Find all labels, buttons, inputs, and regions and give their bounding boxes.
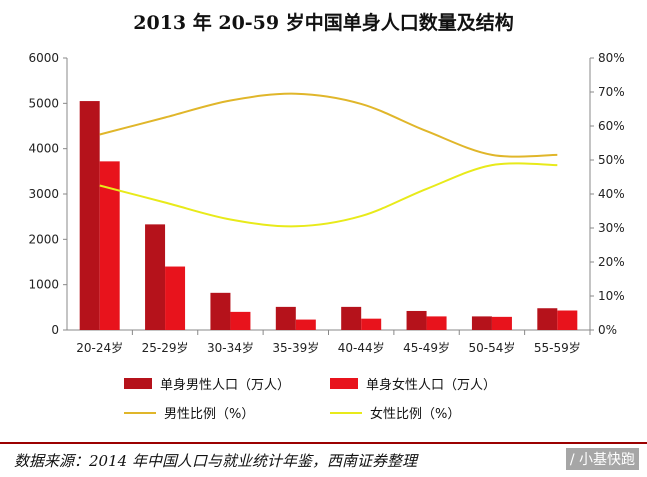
legend-label-male-count: 单身男性人口（万人） bbox=[160, 378, 291, 393]
bar-male bbox=[537, 308, 558, 330]
x-tick-label: 35-39岁 bbox=[272, 340, 319, 355]
y-right-tick-label: 80% bbox=[598, 51, 625, 65]
y-right-tick-label: 50% bbox=[598, 153, 625, 167]
y-right-tick-label: 70% bbox=[598, 85, 625, 99]
bar-male bbox=[275, 306, 296, 330]
x-tick-label: 45-49岁 bbox=[403, 340, 450, 355]
line-male-ratio bbox=[99, 92, 558, 158]
bar-male bbox=[79, 101, 100, 330]
bar-female bbox=[295, 319, 316, 330]
legend-swatch-male-ratio bbox=[124, 411, 156, 414]
y-right-tick-label: 10% bbox=[598, 289, 625, 303]
x-tick-label: 20-24岁 bbox=[76, 340, 123, 355]
y-right-tick-label: 60% bbox=[598, 119, 625, 133]
y-left-tick-label: 6000 bbox=[28, 51, 59, 65]
x-tick-label: 50-54岁 bbox=[469, 340, 516, 355]
legend-swatch-male-count bbox=[124, 378, 152, 389]
bar-female bbox=[426, 316, 447, 330]
source-note: 数据来源：2014 年中国人口与就业统计年鉴，西南证券整理 bbox=[0, 442, 647, 477]
x-tick-label: 25-29岁 bbox=[142, 340, 189, 355]
source-text: 数据来源：2014 年中国人口与就业统计年鉴，西南证券整理 bbox=[14, 452, 417, 470]
y-right-tick-label: 40% bbox=[598, 187, 625, 201]
legend-male-ratio: 男性比例（%） bbox=[124, 403, 254, 422]
y-left-tick-label: 0 bbox=[51, 323, 59, 337]
bar-female bbox=[99, 161, 120, 330]
combo-chart: 0 1000 2000 3000 4000 5000 6000 0% 10% 20% 30% 40% 5… bbox=[28, 51, 625, 355]
legend-female-ratio: 女性比例（%） bbox=[330, 403, 460, 422]
chart-title: 2013 年 20-59 岁中国单身人口数量及结构 bbox=[133, 12, 514, 34]
y-left-tick-label: 5000 bbox=[28, 96, 59, 110]
bar-female bbox=[491, 316, 512, 330]
bar-male bbox=[145, 224, 166, 330]
bar-female bbox=[557, 310, 578, 330]
bar-female bbox=[230, 311, 251, 330]
legend-label-female-count: 单身女性人口（万人） bbox=[366, 378, 497, 393]
bar-male bbox=[471, 316, 492, 330]
bar-male bbox=[341, 306, 362, 330]
legend-swatch-female-count bbox=[330, 378, 358, 389]
line-female-ratio bbox=[99, 162, 558, 228]
y-left-tick-label: 2000 bbox=[28, 232, 59, 246]
legend-label-female-ratio: 女性比例（%） bbox=[370, 407, 461, 422]
y-right-tick-label: 30% bbox=[598, 221, 625, 235]
bar-male bbox=[406, 310, 427, 330]
legend-label-male-ratio: 男性比例（%） bbox=[164, 407, 255, 422]
x-tick-label: 40-44岁 bbox=[338, 340, 385, 355]
y-left-tick-label: 1000 bbox=[28, 278, 59, 292]
legend-swatch-female-ratio bbox=[330, 411, 362, 414]
y-right-tick-label: 20% bbox=[598, 255, 625, 269]
x-tick-label: 55-59岁 bbox=[534, 340, 581, 355]
bar-female bbox=[165, 266, 186, 330]
y-left-tick-label: 4000 bbox=[28, 142, 59, 156]
legend-male-count: 单身男性人口（万人） bbox=[124, 374, 290, 393]
bar-female bbox=[361, 318, 382, 330]
y-left-tick-label: 3000 bbox=[28, 187, 59, 201]
legend-female-count: 单身女性人口（万人） bbox=[330, 374, 496, 393]
x-tick-label: 30-34岁 bbox=[207, 340, 254, 355]
y-right-tick-label: 0% bbox=[598, 323, 617, 337]
bar-male bbox=[210, 292, 231, 330]
watermark: / 小基快跑 bbox=[565, 448, 639, 470]
